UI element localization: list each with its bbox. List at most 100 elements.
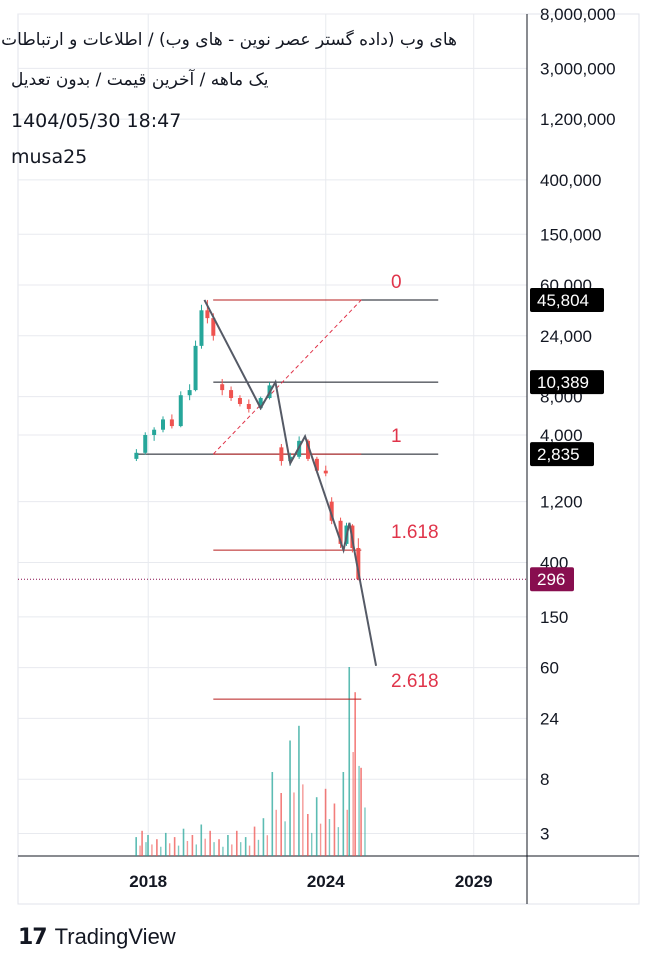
time-tick-label: 2029 xyxy=(455,872,493,891)
candle-body xyxy=(161,419,166,430)
price-tag-box xyxy=(530,442,594,467)
volume-bar xyxy=(289,740,291,856)
volume-bar xyxy=(275,809,277,856)
time-tick-label: 2018 xyxy=(129,872,167,891)
volume-bar xyxy=(248,845,251,856)
price-tag-box xyxy=(530,567,574,592)
price-tick-label: 400,000 xyxy=(540,171,601,190)
candle-body xyxy=(220,384,225,391)
volume-bar xyxy=(141,830,143,856)
volume-bar xyxy=(147,835,149,856)
volume-bar xyxy=(204,838,206,856)
volume-bar xyxy=(337,827,340,856)
candle-body xyxy=(246,404,251,409)
volume-bar xyxy=(266,835,269,856)
chart-datetime: 1404/05/30 18:47 xyxy=(11,110,182,132)
volume-bar xyxy=(262,818,265,856)
volume-bar xyxy=(182,828,185,856)
chart-title: های وب (داده گستر عصر نوین - های وب) / ا… xyxy=(1,30,457,50)
candle-body xyxy=(211,318,216,336)
candle-body xyxy=(199,310,204,346)
price-axis-labels: 8,000,000 3,000,000 1,200,000 400,000 150,00… xyxy=(540,5,616,844)
fib-level-label: 1.618 xyxy=(391,522,439,543)
candle-body xyxy=(169,419,174,427)
volume-bar xyxy=(135,837,137,856)
candle-body xyxy=(258,398,263,409)
volume-bar xyxy=(346,809,348,856)
candle-body xyxy=(229,390,234,399)
candle-body xyxy=(306,440,311,459)
candle-body xyxy=(356,548,361,580)
volume-bar xyxy=(311,832,313,856)
candle-body xyxy=(187,390,192,396)
price-tick-label: 150,000 xyxy=(540,225,601,244)
volume-bar xyxy=(213,842,215,856)
candle-body xyxy=(178,395,183,427)
candle-body xyxy=(205,310,210,319)
volume-bar xyxy=(145,842,147,856)
candle-body xyxy=(143,435,148,453)
chart-subtitle: یک ماهه / آخرین قیمت / بدون تعدیل xyxy=(11,70,269,90)
volume-bar xyxy=(352,752,354,856)
volume-bar xyxy=(280,793,282,856)
volume-bar xyxy=(164,832,167,856)
volume-bar xyxy=(222,846,224,856)
time-tick-label: 2024 xyxy=(307,872,345,891)
candle-body xyxy=(329,501,334,521)
grid-lines xyxy=(18,13,527,856)
brand-name: TradingView xyxy=(54,924,176,949)
candle-body xyxy=(279,447,284,462)
fib-level-label: 0 xyxy=(391,272,402,293)
tradingview-logo-icon: 17 xyxy=(18,924,48,950)
volume-bar xyxy=(235,830,238,856)
volume-bar xyxy=(177,845,180,856)
volume-bar xyxy=(151,844,153,856)
fib-level-label: 2.618 xyxy=(391,671,439,692)
price-tick-label: 1,200,000 xyxy=(540,110,616,129)
volume-bar xyxy=(302,784,304,856)
candle-body xyxy=(314,458,319,471)
price-tick-label: 24 xyxy=(540,709,559,728)
volume-bar xyxy=(168,843,171,856)
price-tag-box xyxy=(530,287,604,312)
volume-bar xyxy=(244,837,247,856)
volume-bar xyxy=(358,765,360,856)
volume-bar xyxy=(191,835,194,856)
author-name: musa25 xyxy=(11,146,88,168)
volume-bar xyxy=(298,725,300,856)
price-tick-label: 150 xyxy=(540,608,568,627)
volume-bar xyxy=(328,819,331,856)
wave-path-line xyxy=(203,299,378,666)
tradingview-footer[interactable]: 17 TradingView xyxy=(18,924,176,950)
volume-bar xyxy=(231,844,233,856)
volume-bar xyxy=(186,840,189,856)
volume-bar xyxy=(333,803,336,856)
volume-bar xyxy=(293,792,295,856)
price-tick-label: 8,000,000 xyxy=(540,5,616,24)
price-tag-label: 10,389 xyxy=(537,373,589,392)
price-tick-label: 24,000 xyxy=(540,327,592,346)
price-tick-label: 60 xyxy=(540,659,559,678)
volume-bar xyxy=(227,835,229,856)
price-tick-label: 8 xyxy=(540,770,549,789)
price-tick-label: 3,000,000 xyxy=(540,59,616,78)
candles xyxy=(134,299,361,581)
volume-bar xyxy=(200,824,203,856)
volume-bar xyxy=(342,772,345,856)
candle-body xyxy=(152,429,157,435)
price-tag-label: 296 xyxy=(537,570,565,589)
volume-bar xyxy=(307,814,309,856)
volume-bar xyxy=(284,821,286,856)
price-tag-box xyxy=(530,370,604,395)
time-axis-labels: 2018 2024 2029 xyxy=(129,872,492,891)
volume-bar xyxy=(319,823,322,856)
volume-bar xyxy=(364,807,366,856)
volume-bar xyxy=(324,788,327,856)
price-tag-label: 45,804 xyxy=(537,291,589,310)
candle-body xyxy=(323,470,328,474)
price-tick-label: 4,000 xyxy=(540,426,583,445)
volume-bar xyxy=(139,845,141,856)
volume-bar xyxy=(209,830,211,856)
fib-level-label: 1 xyxy=(391,426,402,447)
